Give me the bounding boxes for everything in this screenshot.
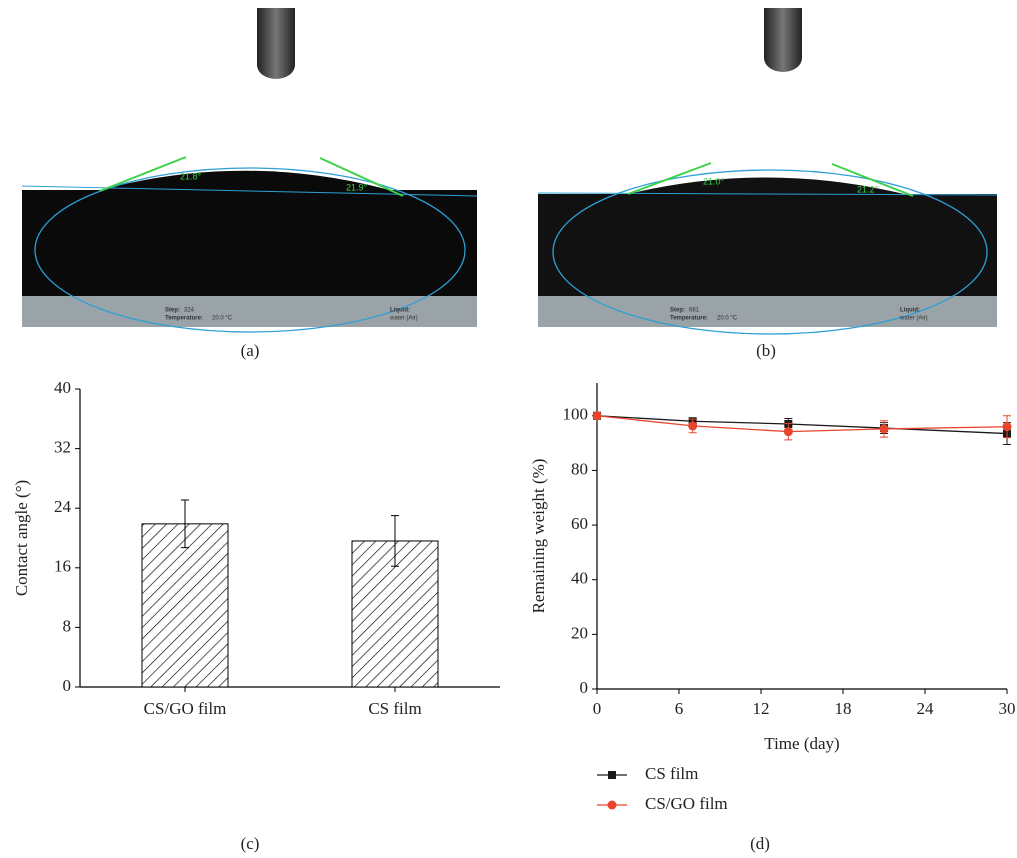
x-tick-label: 6	[675, 699, 684, 718]
y-tick-label: 16	[54, 557, 71, 576]
y-tick-label: 100	[563, 405, 589, 424]
marker	[783, 427, 793, 437]
x-tick-label: 0	[593, 699, 602, 718]
x-tick-label: 30	[999, 699, 1016, 718]
marker	[1002, 422, 1012, 432]
info-label: Temperature:	[670, 316, 708, 322]
info-value: 681	[689, 308, 700, 314]
y-tick-label: 60	[571, 514, 588, 533]
info-value: 20.0 °C	[717, 316, 738, 322]
y-axis-label: Contact angle (°)	[12, 480, 31, 596]
info-value: 324	[184, 308, 195, 314]
x-tick-label: 24	[917, 699, 935, 718]
info-value: 20.0 °C	[212, 316, 233, 322]
info-label: Temperature:	[165, 316, 203, 322]
y-tick-label: 40	[571, 569, 588, 588]
info-label: Liquid:	[900, 308, 920, 314]
x-tick-label: CS/GO film	[144, 699, 227, 718]
x-axis-label: Time (day)	[764, 734, 839, 753]
angle-label: 21.9°	[346, 182, 368, 192]
error-bar	[181, 499, 189, 549]
marker	[688, 421, 698, 431]
y-tick-label: 0	[63, 676, 72, 695]
x-tick-label: 18	[835, 699, 852, 718]
caption: (c)	[241, 834, 260, 853]
y-tick-label: 0	[580, 678, 589, 697]
x-tick-label: CS film	[368, 699, 421, 718]
y-tick-label: 32	[54, 438, 71, 457]
marker	[879, 424, 889, 434]
info-label: Step:	[670, 308, 685, 314]
error-bar	[391, 515, 399, 567]
photo-b: 21.0° 21.2° Step: 681 Temperature: 20.0 …	[537, 8, 998, 335]
y-tick-label: 40	[54, 378, 71, 397]
info-value: water (Air)	[899, 316, 928, 322]
caption: (a)	[241, 341, 260, 360]
angle-label: 21.0°	[703, 176, 725, 186]
y-tick-label: 20	[571, 623, 588, 642]
angle-label: 21.2°	[857, 184, 879, 194]
caption: (d)	[750, 834, 770, 853]
info-label: Liquid:	[390, 308, 410, 314]
legend-label: CS film	[645, 764, 698, 783]
angle-label: 21.8°	[180, 171, 202, 181]
info-label: Step:	[165, 308, 180, 314]
series-line	[596, 415, 1008, 433]
legend-marker	[607, 800, 617, 810]
legend-label: CS/GO film	[645, 794, 728, 813]
y-axis-label: Remaining weight (%)	[529, 459, 548, 614]
caption: (b)	[756, 341, 776, 360]
legend-marker	[608, 771, 616, 779]
info-value: water (Air)	[389, 316, 418, 322]
y-tick-label: 80	[571, 459, 588, 478]
y-tick-label: 8	[63, 616, 72, 635]
x-tick-label: 12	[753, 699, 770, 718]
marker	[592, 411, 602, 421]
photo-a: 21.8° 21.9° Step: 324 Temperature: 20.0 …	[21, 8, 478, 333]
y-tick-label: 24	[54, 497, 72, 516]
bar	[141, 523, 229, 688]
